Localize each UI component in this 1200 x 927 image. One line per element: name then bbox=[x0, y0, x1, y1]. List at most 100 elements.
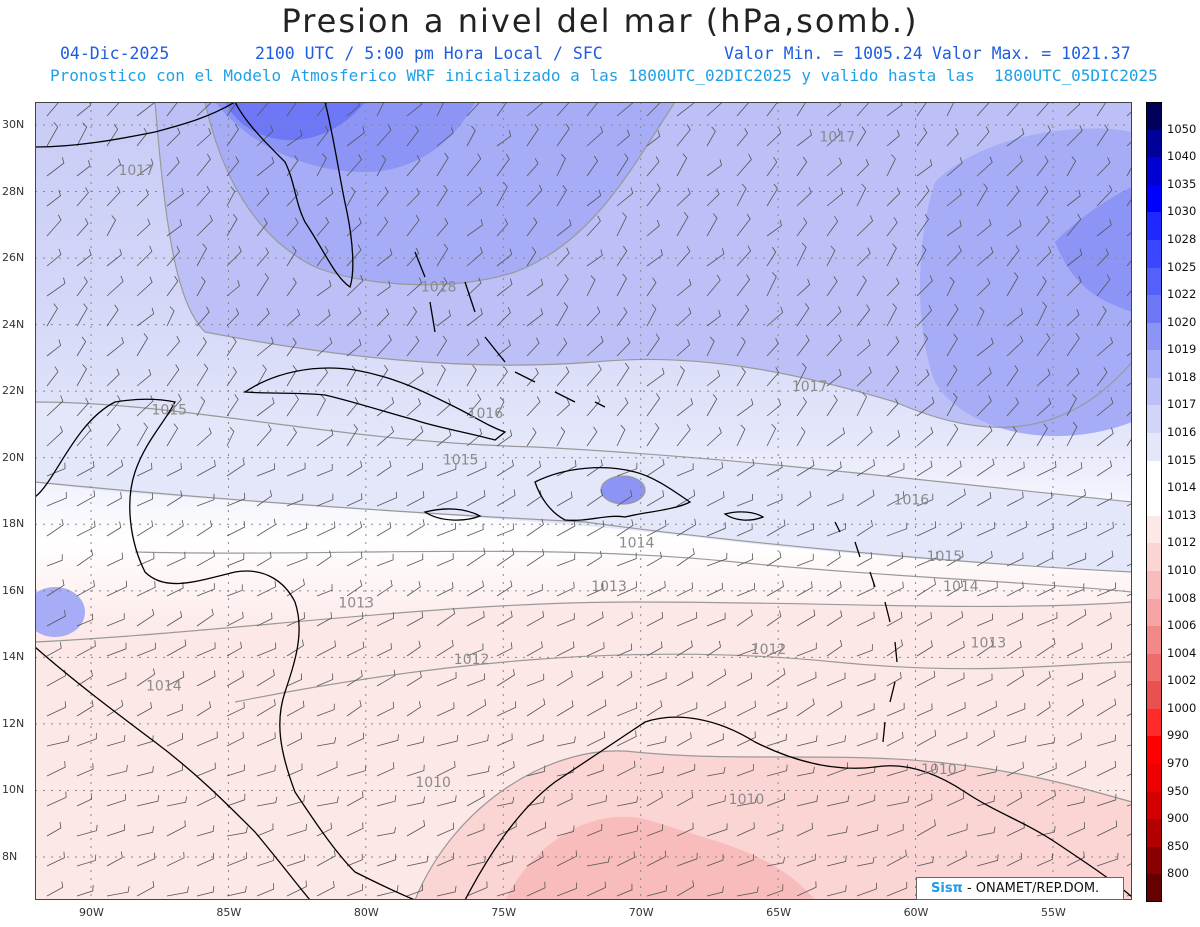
wind-barb bbox=[586, 764, 604, 777]
wind-barb bbox=[406, 671, 422, 687]
wind-barb bbox=[466, 699, 487, 717]
wind-barb bbox=[196, 825, 215, 837]
wind-barb bbox=[646, 580, 666, 597]
wind-barb bbox=[316, 187, 334, 207]
wind-barb bbox=[706, 823, 728, 837]
wind-barb bbox=[1036, 155, 1049, 177]
wind-barb bbox=[436, 885, 457, 897]
wind-barb bbox=[1066, 672, 1084, 687]
contour-label: 1013 bbox=[338, 595, 374, 611]
wind-barb bbox=[1036, 523, 1054, 537]
wind-barb bbox=[106, 158, 121, 177]
low-pressure-cell bbox=[601, 476, 645, 504]
wind-barb bbox=[946, 276, 955, 297]
wind-barb bbox=[1036, 581, 1056, 597]
wind-barb bbox=[376, 397, 395, 417]
wind-barb bbox=[646, 850, 667, 867]
wind-barb bbox=[166, 275, 179, 297]
wind-barb bbox=[946, 364, 958, 387]
wind-barb bbox=[406, 367, 424, 387]
wind-barb bbox=[316, 245, 329, 267]
wind-barb bbox=[136, 245, 153, 267]
wind-barb bbox=[976, 492, 992, 507]
wind-barb bbox=[466, 547, 486, 567]
wind-barb bbox=[526, 217, 538, 237]
wind-barb bbox=[616, 462, 638, 477]
wind-barb bbox=[886, 824, 904, 837]
wind-barb bbox=[616, 245, 628, 267]
date-label: 04-Dic-2025 bbox=[60, 44, 170, 63]
wind-barb bbox=[166, 219, 183, 237]
wind-barb bbox=[1006, 335, 1024, 357]
wind-barb bbox=[526, 518, 544, 537]
wind-barb bbox=[286, 823, 307, 837]
wind-barb bbox=[796, 490, 812, 507]
wind-barb bbox=[766, 701, 788, 717]
wind-barb bbox=[586, 335, 604, 357]
wind-barb bbox=[346, 822, 364, 837]
wind-barb bbox=[556, 219, 572, 237]
wind-barb bbox=[106, 886, 130, 897]
wind-barb bbox=[166, 187, 184, 207]
pressure-band-1020 bbox=[225, 102, 365, 141]
wind-barb bbox=[676, 611, 698, 627]
wind-barb bbox=[346, 217, 362, 237]
longitude-label: 60W bbox=[903, 906, 929, 919]
wind-barb bbox=[346, 764, 367, 777]
wind-barb bbox=[376, 795, 397, 807]
wind-barb bbox=[1126, 154, 1132, 177]
wind-barb bbox=[766, 764, 788, 777]
wind-barb bbox=[766, 493, 783, 507]
wind-barb bbox=[646, 422, 660, 447]
colorbar-label: 1016 bbox=[1167, 425, 1197, 440]
pressure-band-1015 bbox=[35, 402, 1132, 572]
wind-barb bbox=[976, 395, 992, 417]
wind-barb bbox=[316, 153, 327, 177]
wind-barb bbox=[766, 272, 777, 297]
wind-barb bbox=[1096, 157, 1111, 177]
wind-barb bbox=[676, 548, 695, 567]
wind-barb bbox=[196, 493, 215, 507]
wind-barb bbox=[856, 856, 875, 867]
wind-barb bbox=[106, 735, 126, 747]
wind-barb bbox=[436, 582, 454, 597]
wind-barb bbox=[226, 584, 243, 597]
wind-barb bbox=[466, 881, 488, 897]
wind-barb bbox=[226, 553, 245, 567]
wind-barb bbox=[736, 853, 754, 867]
wind-barb bbox=[946, 423, 959, 447]
wind-barb bbox=[1006, 461, 1025, 477]
wind-barb bbox=[436, 702, 455, 717]
wind-barb bbox=[46, 122, 59, 147]
contour-label: 1012 bbox=[454, 652, 490, 668]
wind-barb bbox=[406, 764, 425, 777]
wind-barb bbox=[586, 126, 604, 147]
wind-barb bbox=[1066, 851, 1085, 867]
wind-barb bbox=[1006, 491, 1024, 507]
wind-barb bbox=[106, 699, 124, 717]
wind-barb bbox=[526, 247, 537, 267]
wind-barb bbox=[256, 490, 273, 507]
wind-barb bbox=[526, 427, 537, 447]
wind-barb bbox=[946, 220, 962, 237]
wind-barb bbox=[826, 610, 843, 627]
wind-barb bbox=[256, 669, 275, 687]
isobar-1018 bbox=[204, 102, 676, 286]
wind-barb bbox=[946, 460, 962, 477]
wind-barb bbox=[436, 102, 445, 117]
wind-barb bbox=[376, 553, 394, 567]
wind-barb bbox=[316, 216, 330, 237]
wind-barb bbox=[886, 187, 901, 207]
wind-barb bbox=[136, 492, 154, 507]
wind-barb bbox=[916, 819, 936, 837]
wind-barb bbox=[76, 700, 94, 717]
wind-barb bbox=[916, 275, 933, 297]
wind-barb bbox=[346, 791, 364, 807]
wind-barb bbox=[76, 763, 94, 777]
contour-label: 1014 bbox=[943, 579, 979, 595]
credit-text: - ONAMET/REP.DOM. bbox=[966, 881, 1100, 896]
wind-barb bbox=[76, 669, 93, 687]
longitude-label: 70W bbox=[628, 906, 654, 919]
wind-barb bbox=[1006, 128, 1025, 147]
wind-barb bbox=[316, 395, 326, 417]
